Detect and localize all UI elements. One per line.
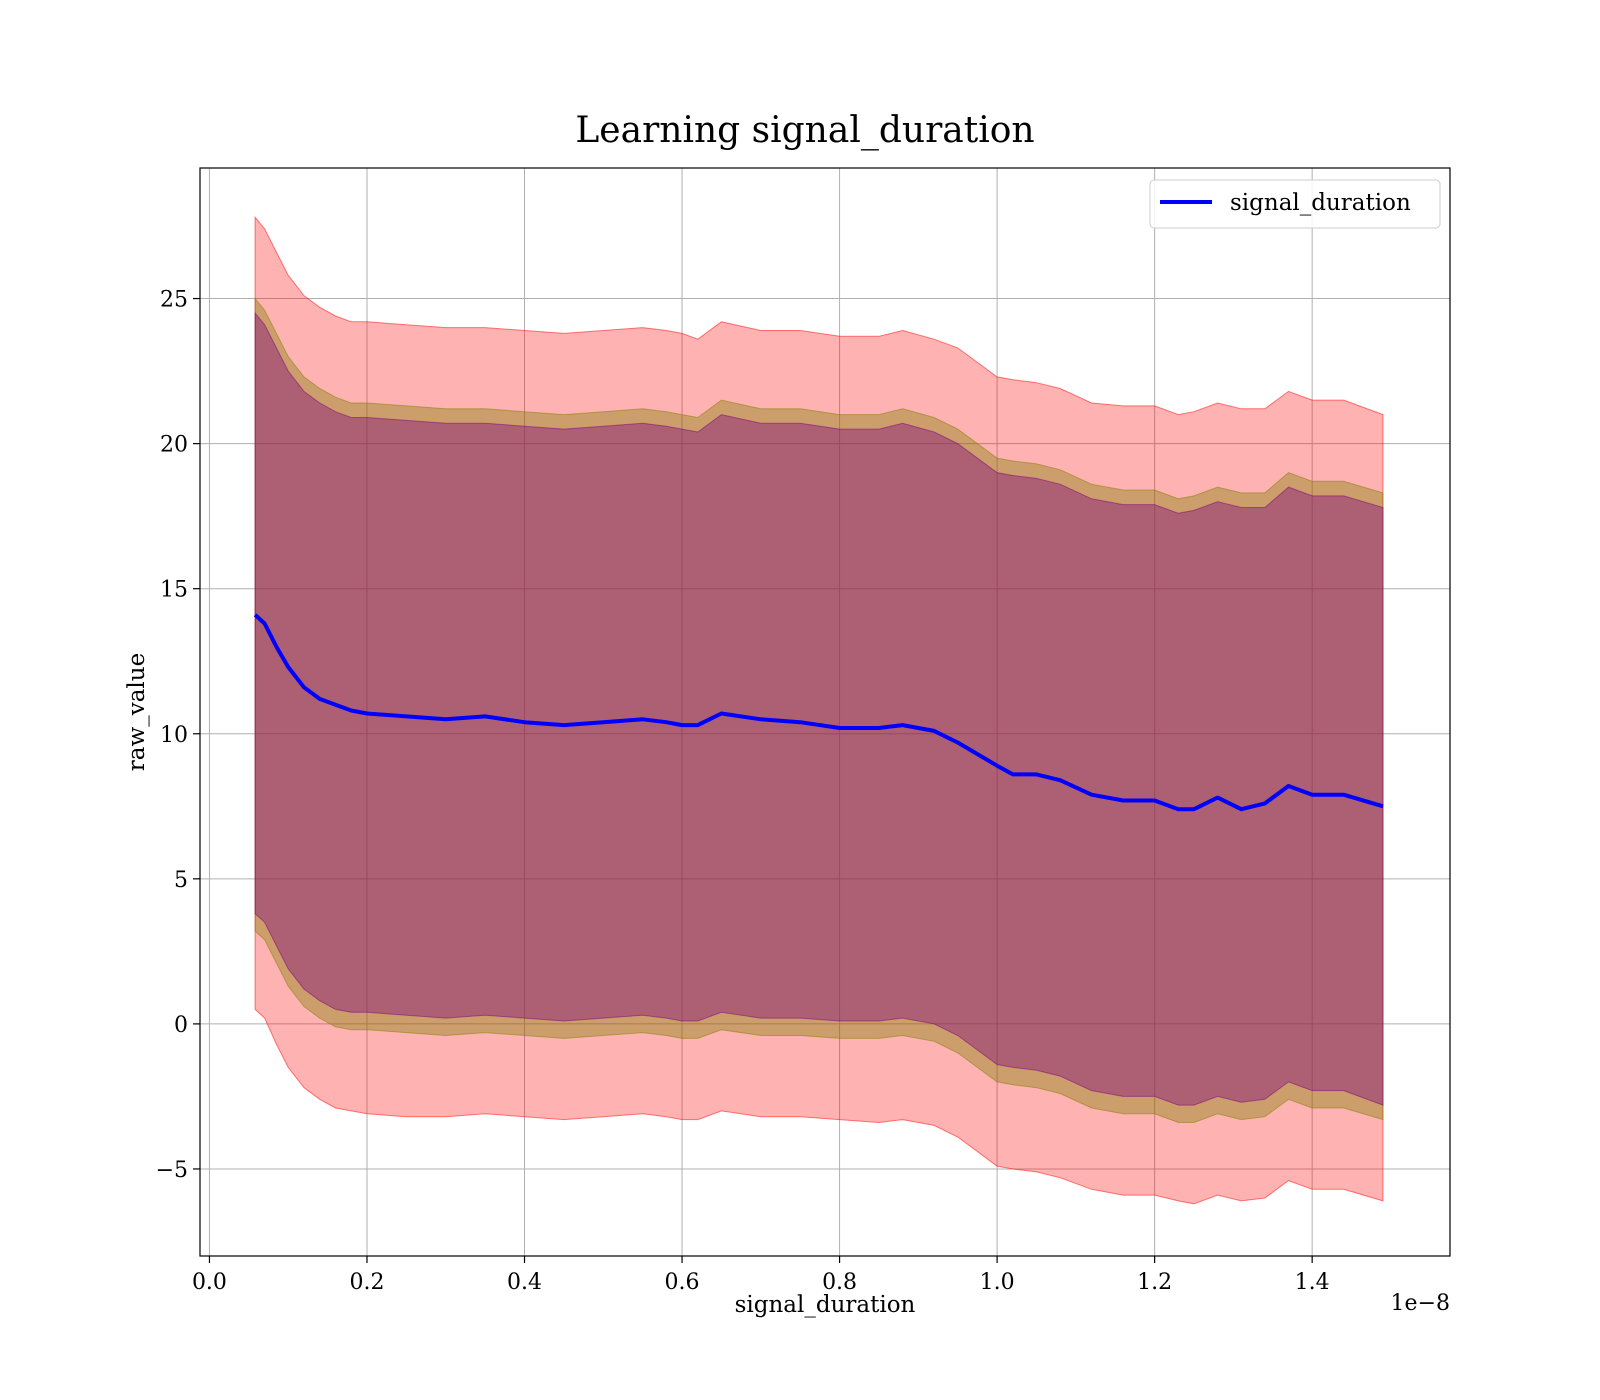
confidence-band [254,297,1384,1123]
chart-title: Learning signal_duration [575,110,1034,151]
x-tick-label: 0.8 [822,1270,857,1295]
series-line-signal-duration [253,613,1384,812]
grid [200,168,1450,1256]
y-tick-label: 10 [160,723,188,748]
x-tick-label: 0.0 [192,1270,227,1295]
y-tick-label: −5 [156,1158,188,1183]
confidence-band [254,311,1384,1106]
x-axis-label: signal_duration [735,1292,916,1318]
x-tick-label: 1.2 [1137,1270,1172,1295]
legend-entry-label: signal_duration [1230,190,1411,216]
y-tick-label: 15 [160,578,188,603]
series-lines [253,613,1384,812]
y-tick-label: 5 [174,868,188,893]
confidence-band [254,215,1384,1205]
x-offset-label: 1e−8 [1391,1291,1450,1316]
y-tick-label: 0 [174,1013,188,1038]
legend: signal_duration [1149,179,1441,229]
y-tick-label: 25 [160,288,188,313]
plot-frame [199,167,1451,1257]
x-tick-label: 1.0 [980,1270,1015,1295]
x-tick-label: 1.4 [1295,1270,1330,1295]
y-axis-label: raw_value [124,653,150,771]
y-tick-label: 20 [160,433,188,458]
x-tick-label: 0.4 [507,1270,542,1295]
legend-box [1149,179,1441,229]
confidence-bands [254,215,1384,1205]
axis-ticks: 0.0 0.2 0.4 0.6 0.8 1.0 1.2 1.4 −5 0 5 10 15 20 25 [156,288,1330,1295]
x-tick-label: 0.6 [665,1270,700,1295]
x-tick-label: 0.2 [349,1270,384,1295]
